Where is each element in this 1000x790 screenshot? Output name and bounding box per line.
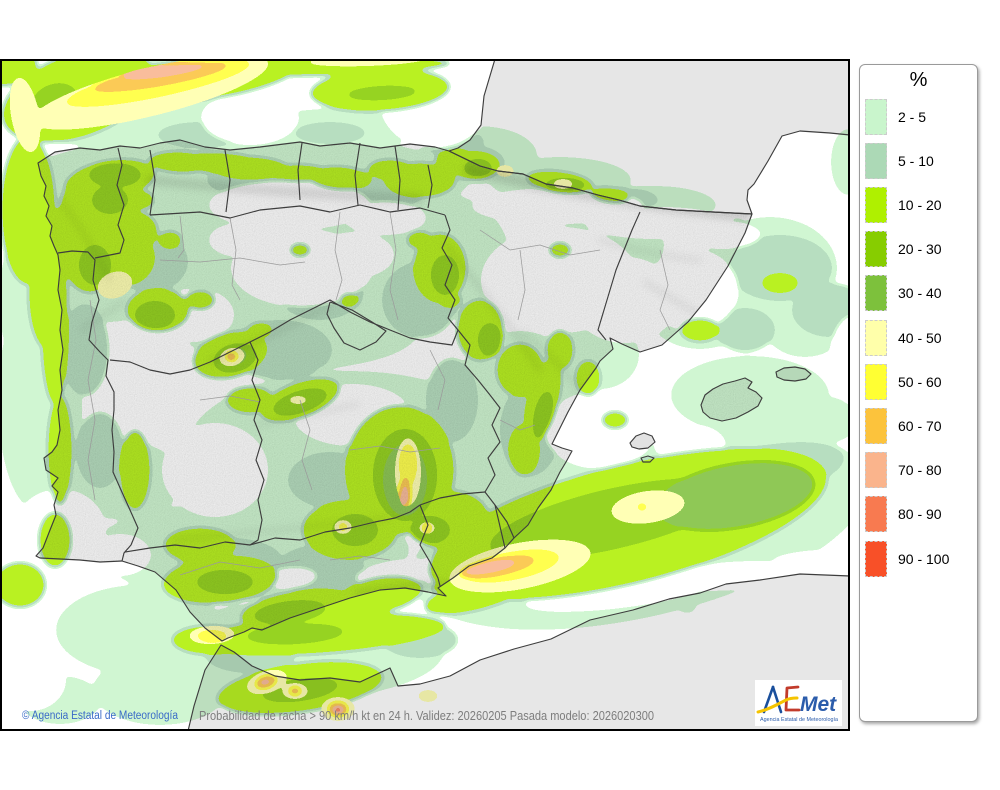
svg-text:Agencia Estatal de Meteorologí: Agencia Estatal de Meteorología <box>760 717 839 723</box>
svg-text:Probabilidad de racha > 90 km/: Probabilidad de racha > 90 km/h kt en 24… <box>199 708 654 723</box>
svg-text:© Agencia Estatal de Meteorolo: © Agencia Estatal de Meteorología <box>22 710 179 722</box>
svg-text:Met: Met <box>800 693 837 716</box>
